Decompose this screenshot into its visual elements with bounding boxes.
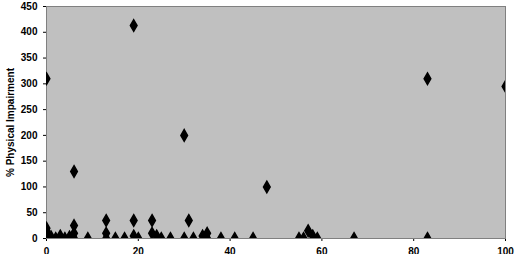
svg-text:60: 60 (316, 246, 328, 254)
svg-text:200: 200 (21, 130, 38, 141)
svg-text:100: 100 (21, 181, 38, 192)
svg-text:100: 100 (497, 246, 514, 254)
svg-text:20: 20 (133, 246, 145, 254)
svg-text:0: 0 (32, 233, 38, 244)
svg-text:450: 450 (21, 1, 38, 12)
svg-text:300: 300 (21, 78, 38, 89)
svg-text:0: 0 (44, 246, 50, 254)
svg-text:50: 50 (26, 207, 38, 218)
svg-text:40: 40 (225, 246, 237, 254)
svg-text:250: 250 (21, 104, 38, 115)
svg-text:400: 400 (21, 26, 38, 37)
svg-text:% Physical Impairment: % Physical Impairment (5, 67, 16, 177)
svg-text:80: 80 (408, 246, 420, 254)
svg-text:150: 150 (21, 155, 38, 166)
svg-text:350: 350 (21, 52, 38, 63)
